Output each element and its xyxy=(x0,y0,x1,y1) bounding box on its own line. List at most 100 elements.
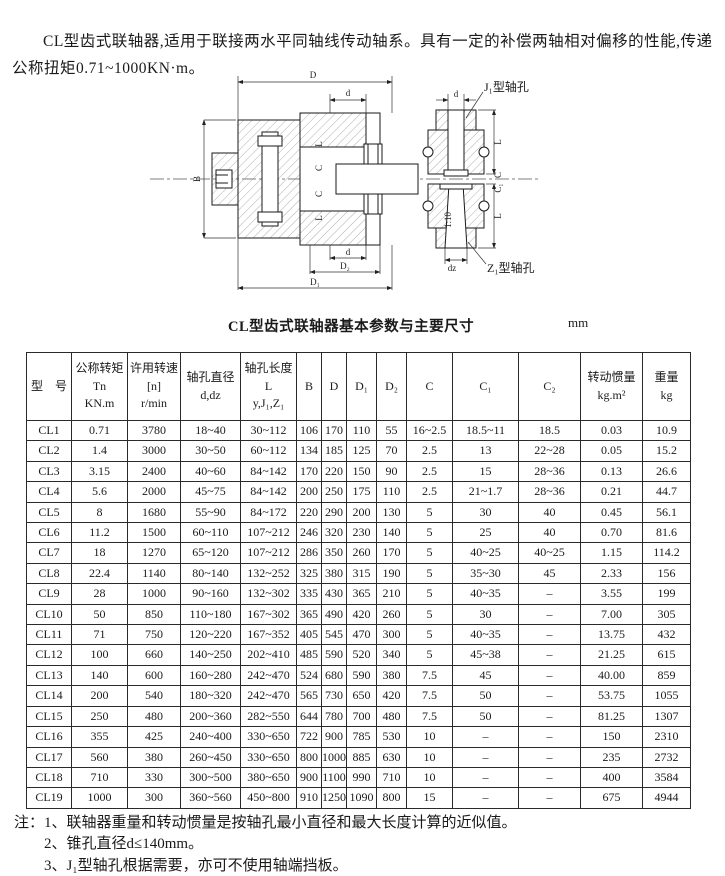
table-cell: 30~112 xyxy=(240,419,297,442)
table-caption: CL型齿式联轴器基本参数与主要尺寸 mm xyxy=(0,315,725,335)
table-cell: 360~560 xyxy=(180,787,241,809)
table-cell: 630 xyxy=(376,746,407,768)
table-cell: 2.5 xyxy=(406,460,453,483)
table-cell: 53.75 xyxy=(580,685,643,707)
table-cell: 722 xyxy=(296,726,322,748)
table-row: CL5 8 1680 55~90 84~172 220 290 200 130 5 30 40 0.45… xyxy=(26,501,691,524)
table-cell: 5 xyxy=(406,562,453,585)
table-cell: CL14 xyxy=(26,685,72,707)
table-cell: 240~400 xyxy=(180,726,241,748)
table-cell: CL8 xyxy=(26,562,72,585)
table-cell: – xyxy=(518,644,581,666)
dim-label-C1-side: C₁ xyxy=(493,183,503,192)
table-cell: CL15 xyxy=(26,705,72,728)
table-cell: 10 xyxy=(406,746,453,768)
table-cell: 81.25 xyxy=(580,705,643,728)
table-cell: – xyxy=(452,746,519,768)
table-cell: 167~302 xyxy=(240,603,297,626)
column-header: D xyxy=(321,352,347,421)
table-cell: 22~28 xyxy=(518,440,581,462)
table-row: CL13 140 600 160~280 242~470 524 680 590 380 7.5 4… xyxy=(26,664,691,687)
table-cell: 156 xyxy=(642,562,691,585)
table-cell: 485 xyxy=(296,644,322,666)
dim-label-D2: D₂ xyxy=(340,261,350,271)
table-cell: 800 xyxy=(296,746,322,768)
table-cell: 185 xyxy=(321,440,347,462)
table-cell: 110 xyxy=(346,419,377,442)
table-cell: 30 xyxy=(452,603,519,626)
dim-label-d-bottom: d xyxy=(346,247,351,257)
table-cell: 170 xyxy=(321,419,347,442)
table-cell: 540 xyxy=(127,685,181,707)
table-cell: CL5 xyxy=(26,501,72,524)
table-cell: 1140 xyxy=(127,562,181,585)
table-cell: 1.15 xyxy=(580,542,643,564)
table-cell: 7.00 xyxy=(580,603,643,626)
table-cell: – xyxy=(518,603,581,626)
table-cell: 480 xyxy=(127,705,181,728)
table-cell: 40~35 xyxy=(452,583,519,605)
table-row: CL17 560 380 260~450 330~650 800 1000 885 630 10–… xyxy=(26,746,691,768)
table-cell: 900 xyxy=(321,726,347,748)
table-cell: 910 xyxy=(296,787,322,809)
table-cell: 380 xyxy=(127,746,181,768)
table-cell: – xyxy=(518,583,581,605)
table-cell: 750 xyxy=(127,624,181,646)
note-line: 3、J₁型轴孔根据需要，亦可不使用轴端挡板。 xyxy=(44,857,348,874)
dim-label-B: B xyxy=(192,176,202,182)
table-cell: 1000 xyxy=(71,787,128,809)
table-cell: 7.5 xyxy=(406,705,453,728)
table-cell: 150 xyxy=(346,460,377,483)
table-row: CL19 1000 300 360~560 450~800 910 1250 1090 800 1… xyxy=(26,787,691,809)
table-cell: 55 xyxy=(376,419,407,442)
table-cell: 5 xyxy=(406,624,453,646)
table-cell: 1100 xyxy=(321,766,347,789)
table-cell: 380 xyxy=(321,562,347,585)
table-cell: 60~110 xyxy=(180,522,241,544)
table-row: CL14 200 540 180~320 242~470 565 730 650 420 7.5 5… xyxy=(26,685,691,707)
dim-label-C-side: C xyxy=(493,172,503,178)
table-cell: 885 xyxy=(346,746,377,768)
table-cell: 2.5 xyxy=(406,440,453,462)
table-cell: 0.71 xyxy=(71,419,128,442)
table-unit: mm xyxy=(568,315,589,330)
table-cell: CL6 xyxy=(26,522,72,544)
table-cell: 730 xyxy=(321,685,347,707)
table-cell: 107~212 xyxy=(240,522,297,544)
table-cell: 45~38 xyxy=(452,644,519,666)
table-cell: 246 xyxy=(296,522,322,544)
table-cell: 0.03 xyxy=(580,419,643,442)
table-cell: 5 xyxy=(406,542,453,564)
table-cell: 200 xyxy=(71,685,128,707)
table-cell: 859 xyxy=(642,664,691,687)
table-cell: 380 xyxy=(376,664,407,687)
table-cell: 520 xyxy=(346,644,377,666)
table-cell: 325 xyxy=(296,562,322,585)
table-cell: 50 xyxy=(71,603,128,626)
table-cell: 405 xyxy=(296,624,322,646)
table-cell: 220 xyxy=(296,501,322,524)
table-cell: 530 xyxy=(376,726,407,748)
table-cell: 330~650 xyxy=(240,746,297,768)
table-cell: 260 xyxy=(346,542,377,564)
table-cell: 1000 xyxy=(321,746,347,768)
table-cell: – xyxy=(518,787,581,809)
j1-bore-label: J₁型轴孔 xyxy=(484,79,529,94)
table-cell: 230 xyxy=(346,522,377,544)
main-view-dimensions xyxy=(202,76,393,290)
table-cell: 28 xyxy=(71,583,128,605)
table-row: CL3 3.15 2400 40~60 84~142 170 220 150 90 2.5 15 28… xyxy=(26,460,691,483)
parameters-table: 型 号公称转矩 Tn KN.m 许用转速 [n] r/min 轴孔直径 d,dz 轴孔… xyxy=(26,352,691,809)
table-cell: 16~2.5 xyxy=(406,419,453,442)
table-cell: 320 xyxy=(321,522,347,544)
table-cell: 45~75 xyxy=(180,481,241,503)
header-row: 型 号公称转矩 Tn KN.m 许用转速 [n] r/min 轴孔直径 d,dz 轴孔… xyxy=(26,352,691,421)
table-cell: 190 xyxy=(376,562,407,585)
table-cell: 1250 xyxy=(321,787,347,809)
table-cell: – xyxy=(518,766,581,789)
table-cell: 350 xyxy=(321,542,347,564)
table-cell: 50 xyxy=(452,685,519,707)
table-cell: 107~212 xyxy=(240,542,297,564)
dim-label-d-top: d xyxy=(346,88,351,98)
